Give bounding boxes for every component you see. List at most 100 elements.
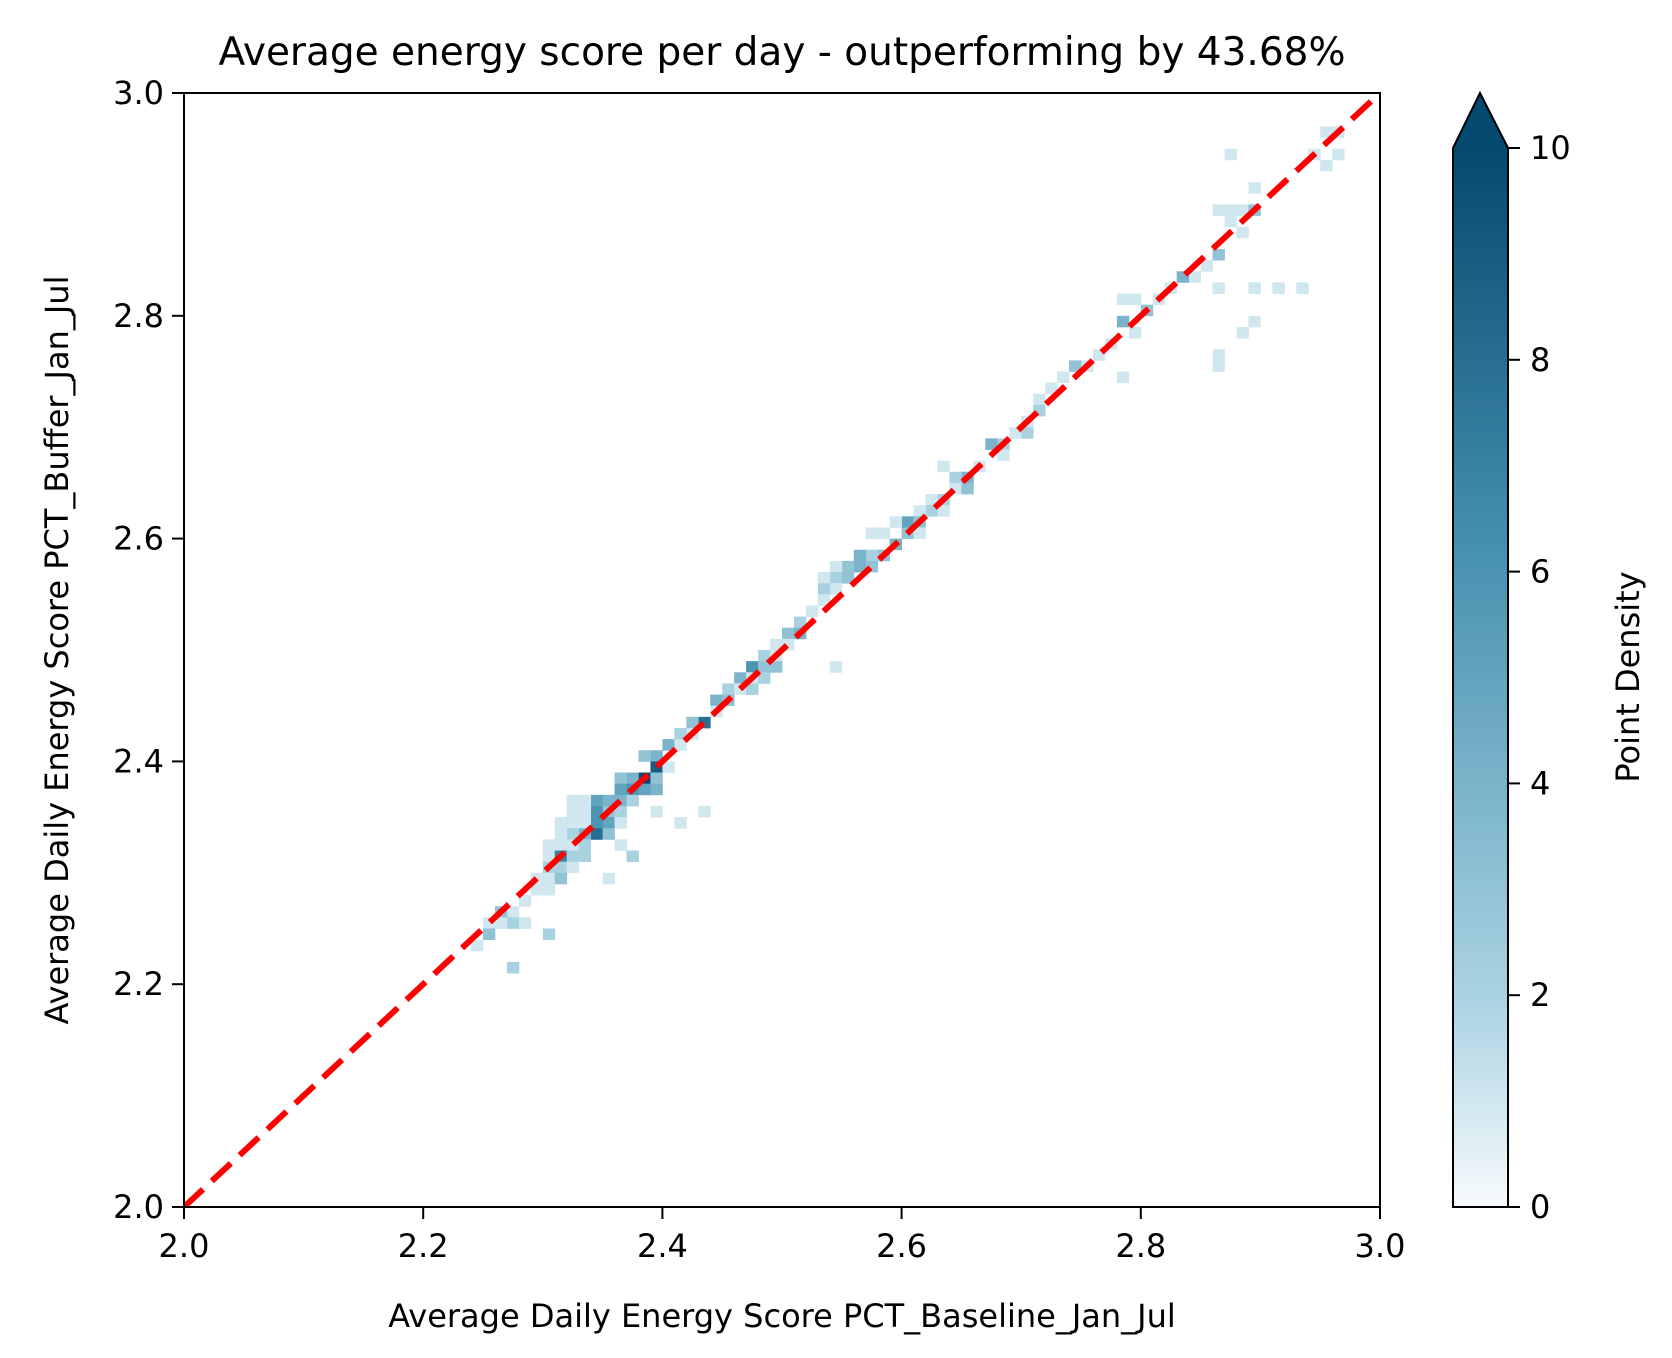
density-cell — [1176, 271, 1190, 283]
y-tick-label: 3.0 — [113, 74, 164, 112]
density-cell — [650, 761, 663, 773]
density-cell — [913, 527, 926, 539]
density-cell — [925, 505, 938, 517]
x-tick-label: 3.0 — [1355, 1227, 1406, 1265]
y-tick-label: 2.8 — [113, 297, 164, 335]
density-cell — [853, 549, 867, 562]
density-cell — [626, 850, 639, 863]
density-cell — [578, 805, 592, 818]
density-cell — [1188, 271, 1201, 283]
density-cell — [638, 750, 651, 762]
density-cell — [614, 817, 627, 829]
density-cell — [1224, 215, 1237, 228]
density-cell — [602, 872, 615, 885]
density-cell — [746, 661, 759, 673]
y-tick-label: 2.0 — [113, 1188, 164, 1226]
density-cell — [686, 716, 699, 729]
density-cell — [1212, 349, 1225, 361]
density-cell — [758, 672, 771, 684]
density-cell — [530, 883, 544, 896]
density-cell — [566, 828, 580, 840]
density-cell — [829, 661, 843, 673]
density-cell — [1200, 260, 1213, 272]
density-cell — [961, 482, 974, 495]
colorbar-extend-arrow — [1453, 93, 1508, 148]
colorbar-outline — [1452, 90, 1509, 1208]
y-tick-label: 2.4 — [113, 742, 164, 780]
density-cell — [1248, 282, 1261, 294]
density-cell — [566, 850, 580, 863]
x-tick-label: 2.0 — [159, 1227, 210, 1265]
density-cell — [1033, 393, 1046, 406]
density-cell — [483, 917, 496, 929]
density-cell — [602, 817, 615, 829]
density-cell — [1092, 349, 1106, 361]
density-cell — [542, 872, 556, 885]
density-cell — [1236, 204, 1249, 216]
density-cell — [698, 805, 711, 818]
density-cell — [674, 739, 687, 751]
density-cell — [1224, 148, 1237, 161]
density-cell — [1021, 427, 1034, 439]
density-cell — [566, 805, 580, 818]
density-cell — [758, 650, 771, 662]
density-cell — [614, 783, 627, 796]
density-cell — [829, 572, 843, 584]
density-cell — [770, 638, 783, 651]
density-cell — [483, 928, 496, 941]
density-cell — [614, 772, 627, 785]
density-cell — [1248, 315, 1261, 328]
density-cell — [746, 683, 759, 695]
density-cell — [1069, 360, 1082, 372]
density-cell — [554, 872, 568, 885]
colorbar: 0 2 4 6 8 10 Point Density — [1452, 90, 1647, 1226]
density-cell — [578, 839, 592, 851]
density-cell — [722, 683, 735, 695]
density-cell — [1212, 248, 1225, 261]
density-cell — [1272, 282, 1285, 294]
heatmap-cells — [471, 126, 1345, 974]
identity-reference-line — [184, 93, 1380, 1207]
density-cell — [782, 638, 795, 651]
density-cell — [506, 906, 520, 918]
density-cell — [662, 739, 675, 751]
density-cell — [805, 605, 819, 617]
density-cell — [865, 527, 879, 539]
density-cell — [578, 850, 592, 863]
density-cell — [578, 817, 592, 829]
density-cell — [542, 839, 556, 851]
density-cell — [817, 594, 831, 606]
density-cell — [1296, 282, 1309, 294]
density-cell — [626, 794, 639, 807]
density-cell — [542, 928, 556, 941]
density-cell — [925, 494, 938, 506]
density-cell — [698, 716, 711, 729]
density-cell — [674, 817, 687, 829]
density-cell — [614, 794, 627, 807]
y-tick-label: 2.2 — [113, 965, 164, 1003]
density-cell — [1057, 371, 1070, 384]
density-cell — [841, 572, 855, 584]
density-cell — [566, 794, 580, 807]
colorbar-label: Point Density — [1609, 571, 1647, 782]
density-cell — [638, 783, 651, 796]
density-cell — [590, 794, 603, 807]
density-cell — [506, 961, 520, 974]
density-cell — [1236, 226, 1249, 239]
x-axis-ticks: 2.0 2.2 2.4 2.6 2.8 3.0 — [159, 1207, 1406, 1265]
colorbar-gradient — [1453, 148, 1508, 1207]
density-cell — [554, 828, 568, 840]
y-axis-ticks: 2.0 2.2 2.4 2.6 2.8 3.0 — [113, 74, 184, 1226]
density-cell — [614, 839, 627, 851]
density-cell — [829, 560, 843, 573]
density-cell — [590, 817, 603, 829]
density-cell — [602, 828, 615, 840]
density-cell — [710, 694, 723, 707]
density-cell — [734, 672, 747, 684]
density-cell — [566, 839, 580, 851]
density-cell — [614, 805, 627, 818]
colorbar-tick-label: 0 — [1530, 1188, 1550, 1226]
density-cell — [566, 817, 580, 829]
density-cell — [1045, 382, 1058, 395]
